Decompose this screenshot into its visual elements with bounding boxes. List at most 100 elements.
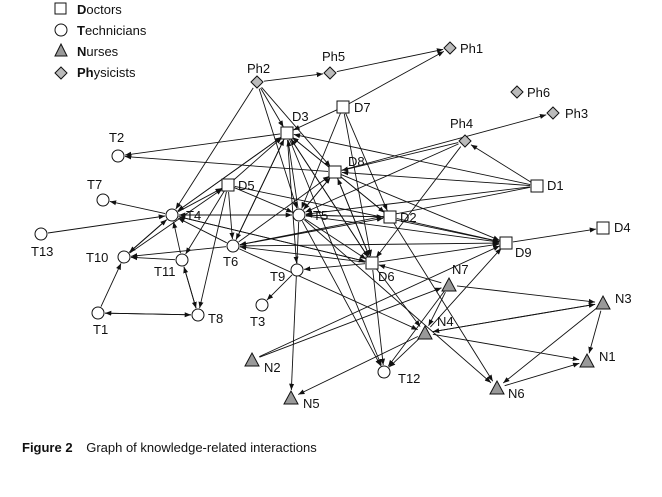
node-D5 xyxy=(221,178,235,192)
node-T7 xyxy=(96,193,110,207)
edge-D5-T8 xyxy=(198,191,227,309)
node-label-N6: N6 xyxy=(508,386,525,401)
edge-D3-T9 xyxy=(287,139,299,264)
node-T12 xyxy=(377,365,391,379)
edge-N4-N1 xyxy=(432,333,580,362)
node-label-Ph3: Ph3 xyxy=(565,106,588,121)
node-N7 xyxy=(441,276,457,292)
figure-caption: Figure 2 Graph of knowledge-related inte… xyxy=(22,440,317,455)
edge-D2-D9 xyxy=(396,218,500,243)
edge-D8-T2 xyxy=(124,154,329,172)
node-label-D8: D8 xyxy=(348,154,365,169)
node-D1 xyxy=(530,179,544,193)
edge-D5-D9 xyxy=(234,185,500,243)
edge-D7-D3 xyxy=(293,109,337,131)
node-label-N7: N7 xyxy=(452,262,469,277)
edge-T5-D9 xyxy=(305,215,500,244)
edge-T9-T3 xyxy=(266,274,293,301)
node-Ph4 xyxy=(458,134,472,148)
node-label-T12: T12 xyxy=(398,371,420,386)
edge-N4-T12 xyxy=(388,338,420,368)
node-T2 xyxy=(111,149,125,163)
figure-number: Figure 2 xyxy=(22,440,73,455)
node-D3 xyxy=(280,126,294,140)
edge-N2-D9 xyxy=(259,245,500,358)
edge-T6-D2 xyxy=(239,216,384,246)
edge-T5-N5 xyxy=(289,221,300,391)
edge-T5-D8 xyxy=(303,177,331,210)
edge-N3-N4 xyxy=(432,303,596,334)
edge-D8-Ph3 xyxy=(341,114,547,171)
node-label-T1: T1 xyxy=(93,322,108,337)
edge-N6-N1 xyxy=(504,362,580,387)
edge-D6-N4 xyxy=(375,268,421,327)
node-label-N5: N5 xyxy=(303,396,320,411)
edge-N3-N6 xyxy=(502,307,598,384)
node-label-N2: N2 xyxy=(264,360,281,375)
edge-T10-T4 xyxy=(128,219,168,253)
edge-T4-D3 xyxy=(177,136,282,212)
node-label-D6: D6 xyxy=(378,269,395,284)
node-label-T10: T10 xyxy=(86,250,108,265)
node-T9 xyxy=(290,263,304,277)
node-N3 xyxy=(595,294,611,310)
node-label-T4: T4 xyxy=(186,208,201,223)
edge-Ph5-Ph1 xyxy=(336,48,444,73)
edge-N4-D9 xyxy=(430,247,502,328)
edge-T5-N6 xyxy=(303,219,492,384)
legend-item-physicists: Physicists xyxy=(77,65,136,80)
edge-D2-T5 xyxy=(305,212,384,218)
node-label-T8: T8 xyxy=(208,311,223,326)
node-T13 xyxy=(34,227,48,241)
node-label-D9: D9 xyxy=(515,245,532,260)
node-D8 xyxy=(328,165,342,179)
node-T11 xyxy=(175,253,189,267)
node-T4 xyxy=(165,208,179,222)
edge-D1-T5 xyxy=(305,186,531,216)
node-label-D4: D4 xyxy=(614,220,631,235)
legend-diamond-icon xyxy=(54,66,68,80)
node-D6 xyxy=(365,256,379,270)
node-label-T6: T6 xyxy=(223,254,238,269)
edge-T6-D3 xyxy=(235,139,285,240)
edge-D7-D2 xyxy=(345,113,388,211)
edge-D7-D6 xyxy=(343,113,373,257)
caption-text: Graph of knowledge-related interactions xyxy=(86,440,317,455)
legend-square-icon xyxy=(54,2,67,15)
node-label-T5: T5 xyxy=(313,208,328,223)
node-T6 xyxy=(226,239,240,253)
edge-Ph2-T4 xyxy=(175,87,254,210)
node-label-T9: T9 xyxy=(270,269,285,284)
edges xyxy=(47,48,602,395)
edge-D3-T12 xyxy=(289,139,382,366)
edge-D6-T12 xyxy=(372,269,386,366)
node-label-T11: T11 xyxy=(154,264,175,279)
node-T8 xyxy=(191,308,205,322)
edge-T4-T7 xyxy=(109,200,166,214)
edge-N7-N3 xyxy=(456,285,596,304)
edge-T5-D3 xyxy=(286,139,299,209)
edge-D5-T5 xyxy=(234,187,293,213)
edge-T1-T10 xyxy=(100,263,122,307)
edge-Ph4-D8 xyxy=(341,142,459,172)
nodes: Ph1 Ph2 Ph3 Ph4 Ph5 Ph6 D1 D2 D3 D4 D5 D6 D7 D8 D9 T1 T2… xyxy=(31,41,632,411)
legend-item-technicians: Technicians xyxy=(77,23,147,38)
node-label-D5: D5 xyxy=(238,178,255,193)
edge-N7-D6 xyxy=(378,264,442,284)
node-D2 xyxy=(383,210,397,224)
legend-item-doctors: Doctors xyxy=(77,2,122,17)
edge-T6-T10 xyxy=(130,246,227,259)
node-label-D1: D1 xyxy=(547,178,564,193)
edge-T6-D8 xyxy=(238,175,330,243)
node-T3 xyxy=(255,298,269,312)
node-N6 xyxy=(489,379,505,395)
node-D4 xyxy=(596,221,610,235)
edge-Ph4-T5 xyxy=(305,143,459,213)
edge-T4-D5 xyxy=(177,187,223,213)
edge-T10-D5 xyxy=(129,188,223,254)
edge-D8-D9 xyxy=(341,174,500,241)
node-label-Ph6: Ph6 xyxy=(527,85,550,100)
edge-D6-D8 xyxy=(337,178,370,257)
node-label-Ph5: Ph5 xyxy=(322,49,345,64)
